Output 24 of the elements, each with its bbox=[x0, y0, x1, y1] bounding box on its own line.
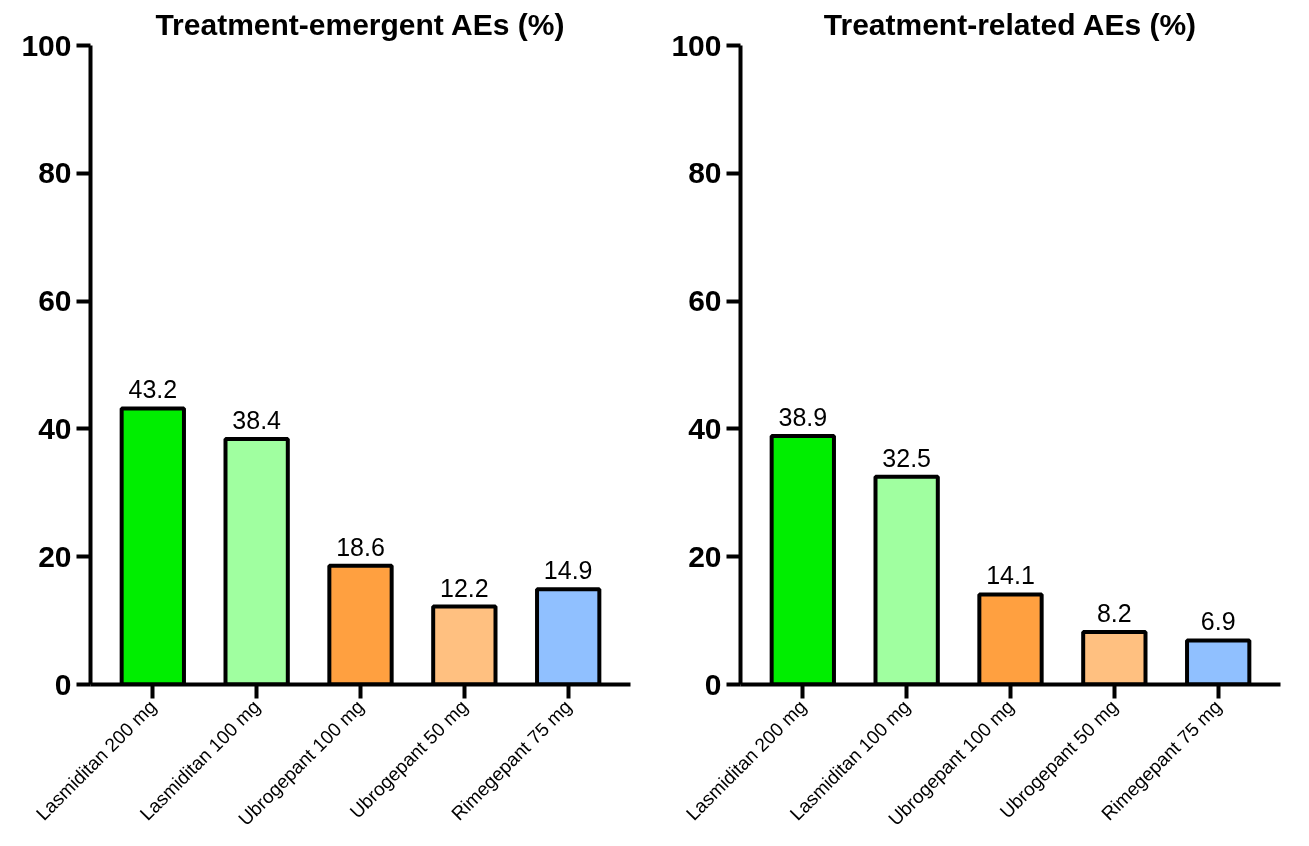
y-tick-label: 40 bbox=[688, 411, 722, 445]
data-label: 8.2 bbox=[1096, 599, 1132, 628]
y-tick-label: 40 bbox=[38, 411, 72, 445]
data-label: 38.4 bbox=[232, 406, 282, 435]
chart-title: Treatment-related AEs (%) bbox=[823, 7, 1197, 41]
y-tick-label: 80 bbox=[688, 156, 722, 190]
data-label: 32.5 bbox=[882, 443, 931, 472]
y-tick-label: 20 bbox=[38, 539, 72, 573]
y-tick-label: 20 bbox=[688, 539, 722, 573]
y-tick-label: 0 bbox=[704, 667, 722, 701]
data-label: 14.1 bbox=[986, 561, 1035, 590]
y-tick-label: 0 bbox=[54, 667, 72, 701]
y-tick-label: 100 bbox=[671, 28, 722, 62]
data-label: 6.9 bbox=[1200, 607, 1236, 636]
data-label: 12.2 bbox=[440, 573, 489, 602]
y-tick-label: 60 bbox=[38, 284, 72, 318]
y-tick-label: 80 bbox=[38, 156, 72, 190]
y-tick-label: 60 bbox=[688, 284, 722, 318]
chart-title: Treatment-emergent AEs (%) bbox=[155, 7, 565, 41]
data-label: 14.9 bbox=[543, 556, 593, 585]
data-label: 38.9 bbox=[778, 402, 828, 431]
data-label: 18.6 bbox=[336, 532, 385, 561]
y-tick-label: 100 bbox=[21, 28, 72, 62]
data-label: 43.2 bbox=[128, 375, 178, 404]
